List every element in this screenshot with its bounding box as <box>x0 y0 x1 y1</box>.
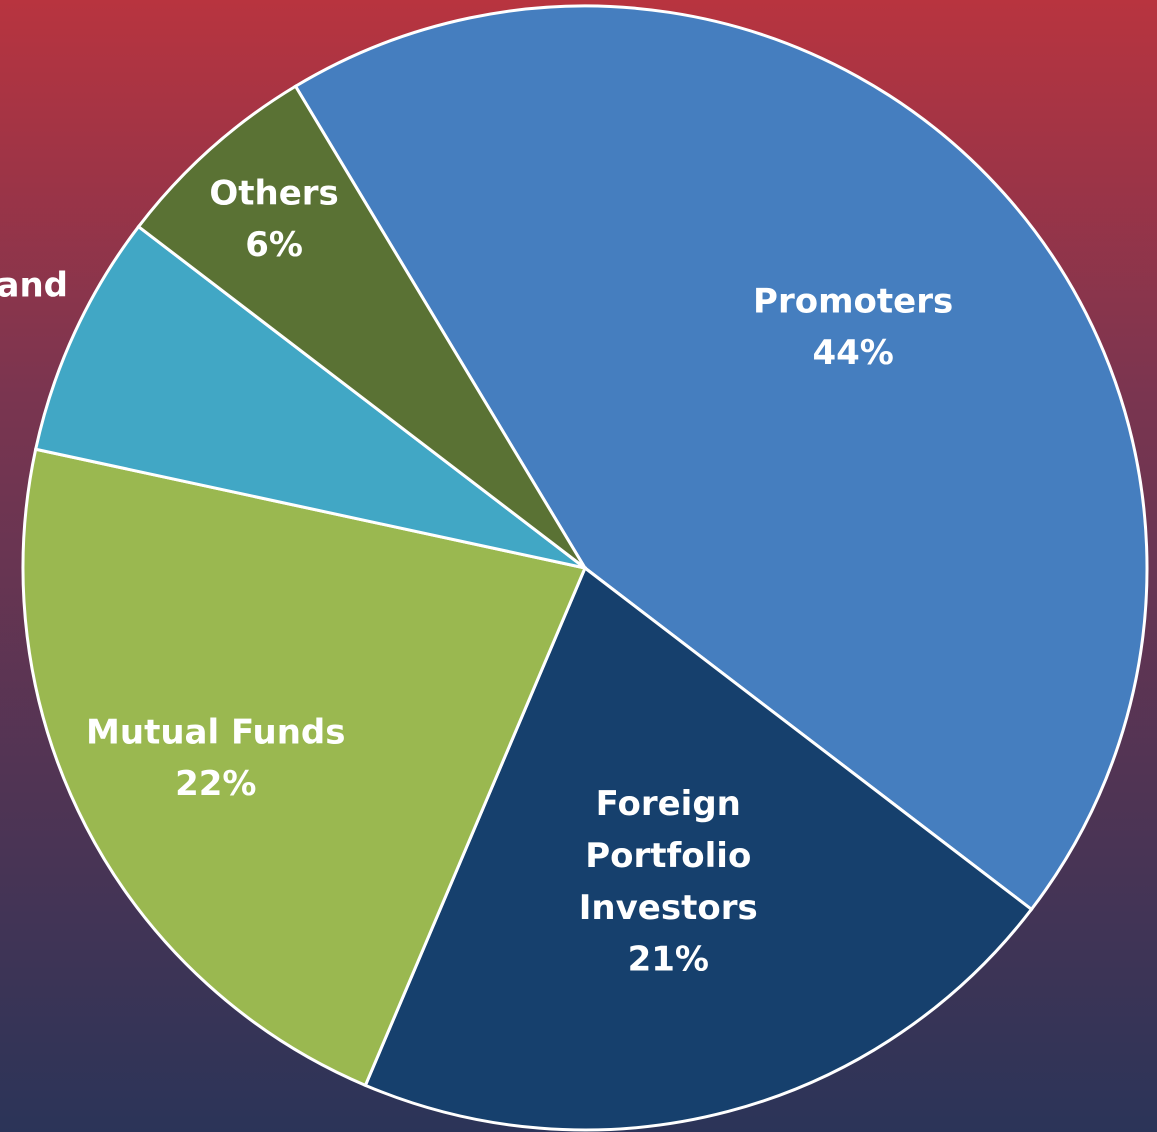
slice <box>33 224 586 570</box>
slice-label: Mutual Funds <box>86 712 345 752</box>
slice <box>293 4 1149 912</box>
slice-label: Others <box>209 173 338 213</box>
slice-label: Foreign Portfolio Investors <box>579 784 758 928</box>
value-label: 6% <box>245 225 303 265</box>
value-label: 21% <box>628 940 709 980</box>
value-label: 22% <box>175 764 256 804</box>
value-label: 44% <box>812 333 893 373</box>
slice-label: and <box>0 266 68 306</box>
slice <box>363 565 1034 1132</box>
labels: Promoters 44% Foreign Portfolio Investors 21%… <box>0 173 953 980</box>
slice-label: Promoters <box>753 281 953 321</box>
slice <box>136 84 587 570</box>
pie <box>21 4 1149 1132</box>
slice <box>21 447 588 1088</box>
